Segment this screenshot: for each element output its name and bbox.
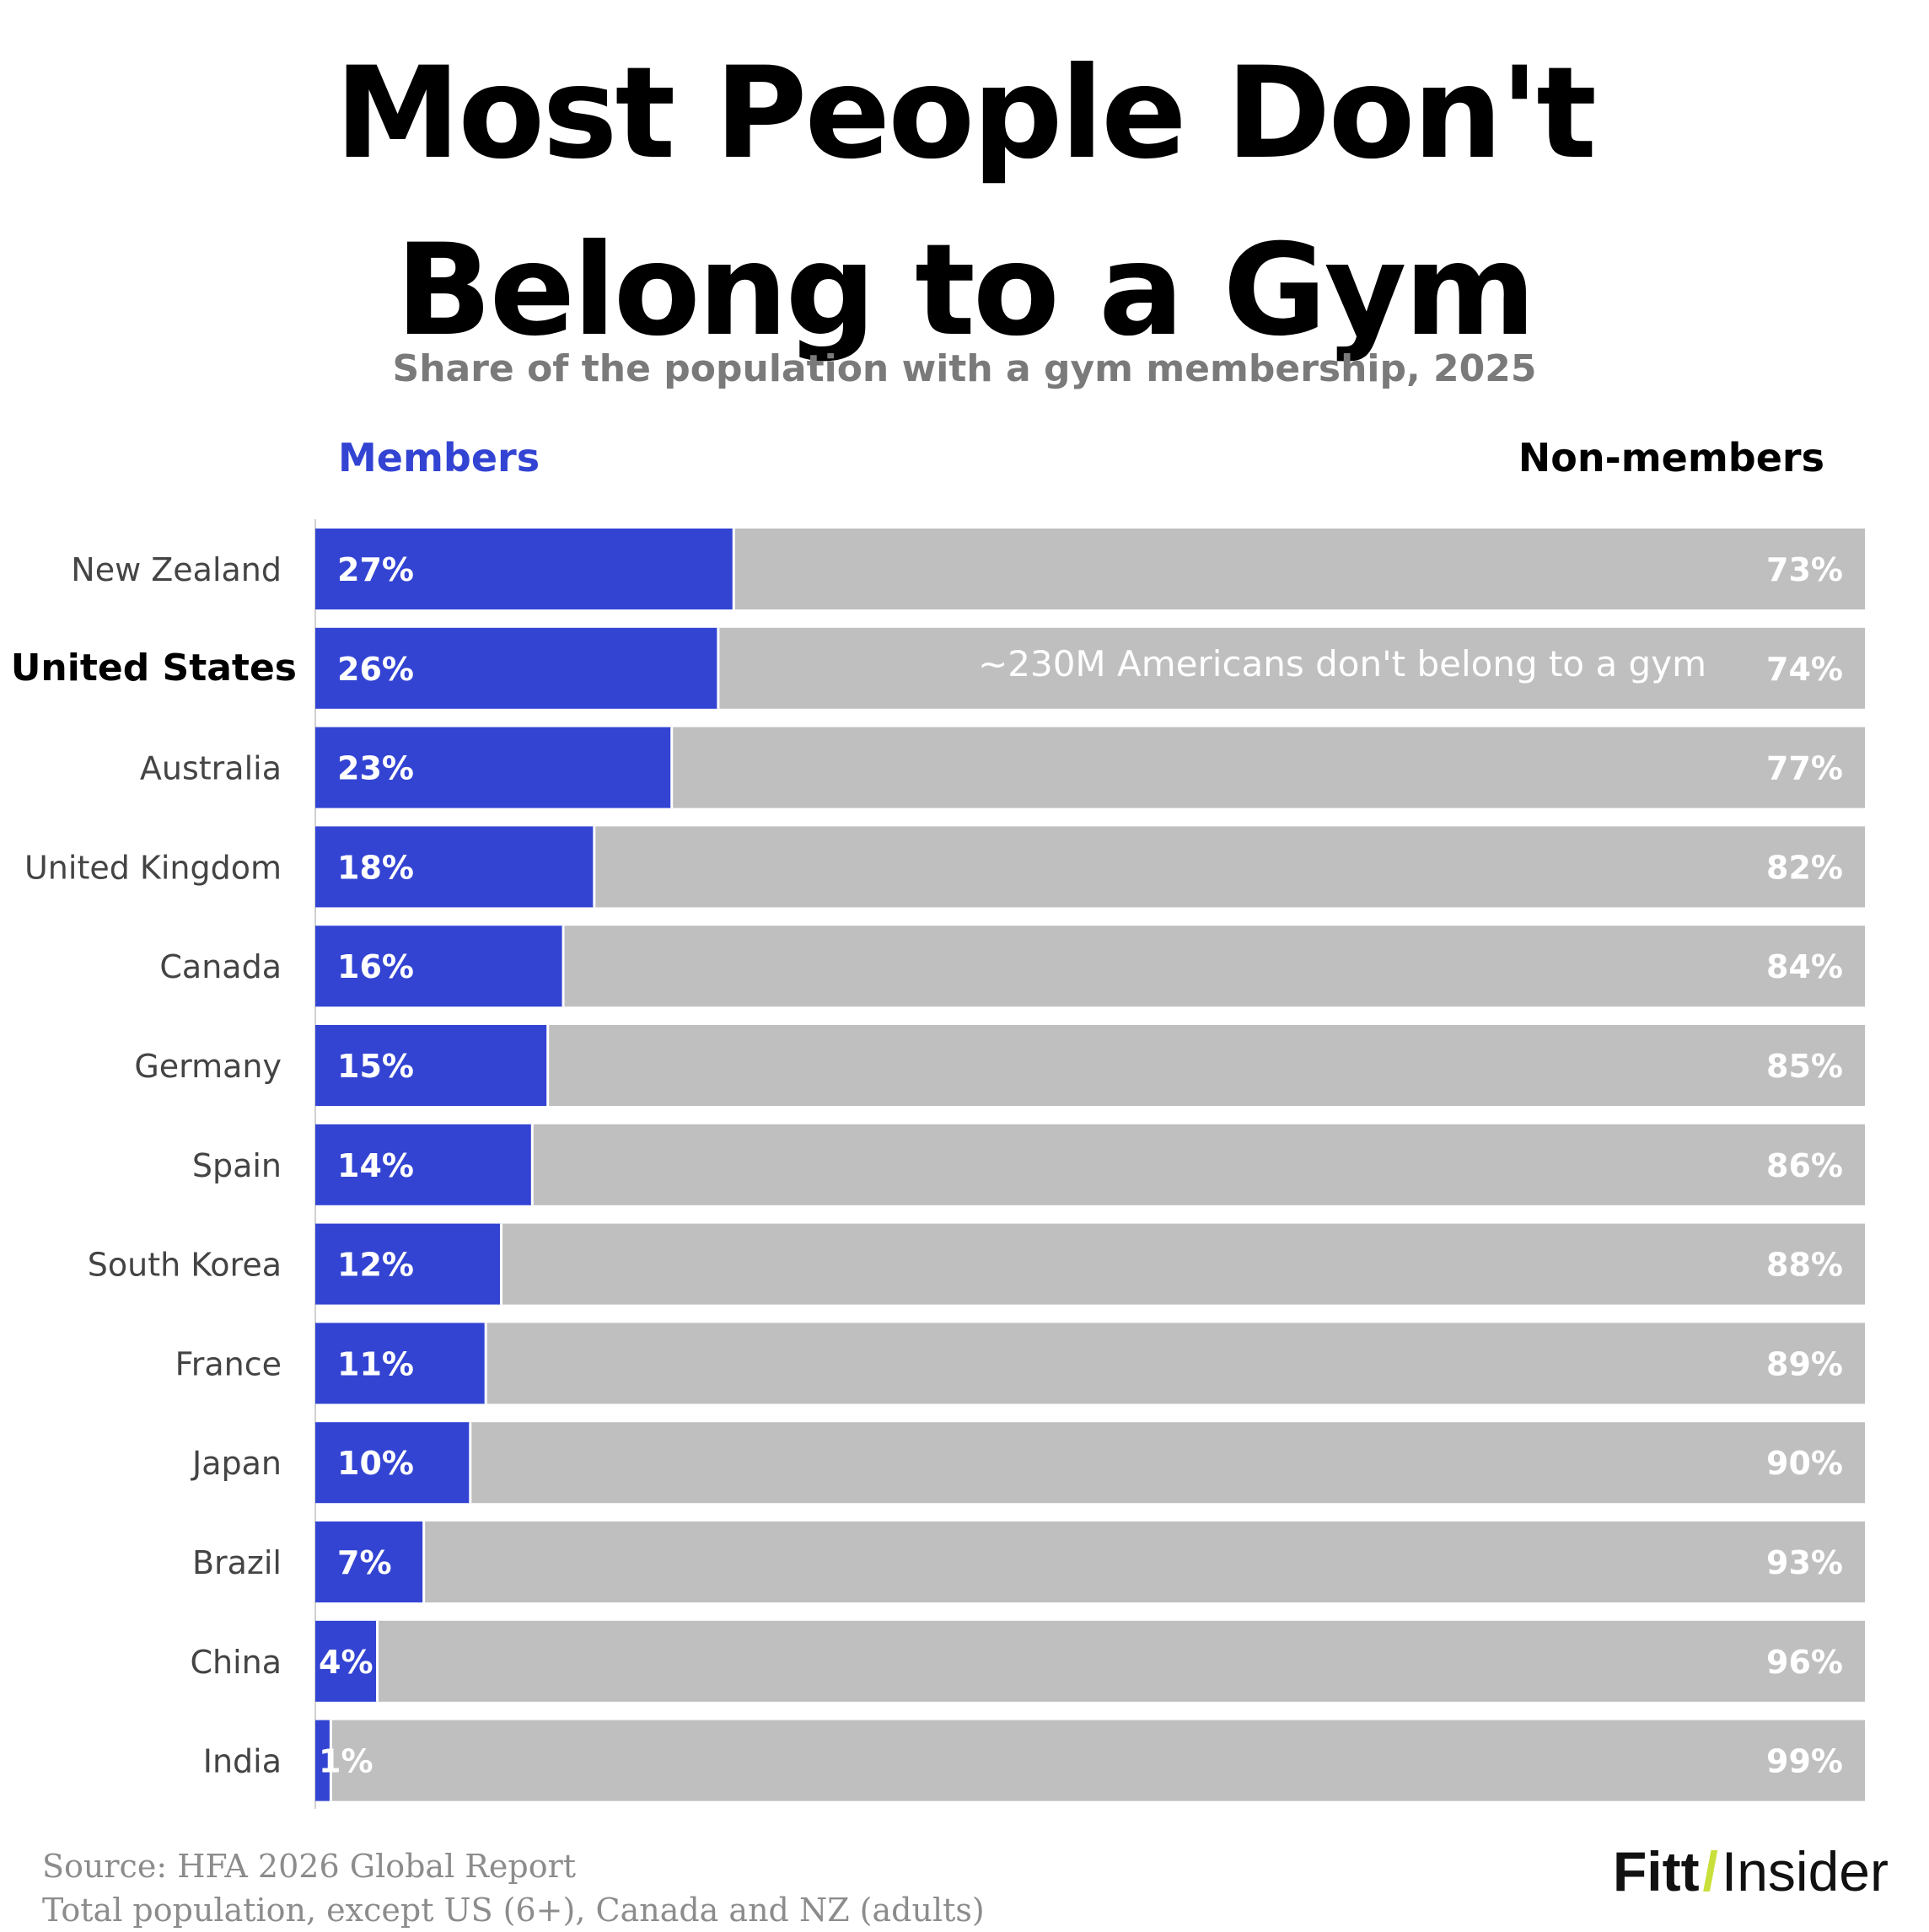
non-members-value-label-united-states: 74% [1766, 651, 1843, 688]
non-members-value-label-brazil: 93% [1766, 1544, 1843, 1581]
source-note: Source: HFA 2026 Global Report Total pop… [42, 1844, 985, 1932]
non-members-bar-south-korea [501, 1223, 1865, 1305]
members-bar-brazil [315, 1521, 424, 1602]
non-members-bar-india [330, 1720, 1865, 1801]
non-members-value-label-united-kingdom: 82% [1766, 849, 1843, 886]
members-bar-germany [315, 1025, 548, 1106]
members-value-label-canada: 16% [337, 948, 414, 985]
category-label-germany: Germany [134, 1048, 282, 1085]
bars-group: New Zealand 27% 73% United States 26% 74% Aust… [11, 529, 1866, 1801]
stacked-bar-chart: New Zealand 27% 73% United States 26% 74% Aust… [11, 519, 1866, 1809]
category-label-united-kingdom: United Kingdom [24, 849, 282, 886]
members-bar-spain [315, 1124, 533, 1205]
category-label-australia: Australia [140, 750, 282, 787]
category-label-south-korea: South Korea [88, 1247, 282, 1284]
non-members-bar-japan [470, 1422, 1865, 1504]
non-members-value-label-spain: 86% [1766, 1147, 1843, 1184]
category-label-india: India [203, 1743, 282, 1780]
title-line-2: Belong to a Gym [395, 217, 1536, 364]
non-members-bar-germany [547, 1025, 1866, 1106]
members-value-label-india: 1% [319, 1743, 373, 1780]
category-label-france: France [175, 1345, 282, 1382]
fitt-insider-logo: Fitt/Insider [1613, 1839, 1889, 1903]
logo-fitt: Fitt [1612, 1840, 1700, 1902]
members-bar-new-zealand [315, 529, 734, 609]
category-label-new-zealand: New Zealand [71, 551, 282, 588]
members-value-label-brazil: 7% [337, 1544, 392, 1581]
source-line-1: Source: HFA 2026 Global Report [42, 1848, 577, 1885]
logo-slash: / [1702, 1840, 1718, 1902]
chart-title: Most People Don't Belong to a Gym [0, 25, 1929, 379]
members-bar-united-states [315, 627, 718, 709]
non-members-bar-new-zealand [733, 529, 1865, 609]
members-bar-south-korea [315, 1223, 502, 1305]
category-label-spain: Spain [192, 1147, 282, 1184]
category-label-canada: Canada [159, 948, 282, 985]
members-bar-united-kingdom [315, 826, 594, 908]
members-bar-canada [315, 926, 564, 1007]
non-members-bar-france [486, 1323, 1866, 1404]
members-bar-australia [315, 727, 672, 808]
logo-insider: Insider [1721, 1840, 1889, 1902]
members-bar-china [315, 1620, 378, 1702]
non-members-bar-united-states [717, 627, 1865, 709]
non-members-value-label-japan: 90% [1766, 1445, 1843, 1482]
non-members-value-label-india: 99% [1766, 1743, 1843, 1780]
members-value-label-china: 4% [319, 1644, 373, 1681]
non-members-bar-brazil [423, 1521, 1865, 1602]
members-bar-japan [315, 1422, 470, 1504]
non-members-value-label-china: 96% [1766, 1644, 1843, 1681]
non-members-bar-australia [671, 727, 1865, 808]
members-value-label-new-zealand: 27% [337, 551, 414, 588]
title-line-1: Most People Don't [335, 40, 1597, 187]
non-members-value-label-new-zealand: 73% [1766, 551, 1843, 588]
category-label-united-states: United States [11, 647, 297, 690]
members-value-label-germany: 15% [337, 1048, 414, 1085]
members-value-label-japan: 10% [337, 1445, 414, 1482]
members-value-label-south-korea: 12% [337, 1247, 414, 1284]
members-value-label-france: 11% [337, 1345, 414, 1382]
members-value-label-australia: 23% [337, 750, 414, 787]
members-value-label-united-kingdom: 18% [337, 849, 414, 886]
source-line-2: Total population, except US (6+), Canada… [42, 1892, 985, 1929]
members-bar-india [315, 1720, 331, 1801]
non-members-value-label-france: 89% [1766, 1345, 1843, 1382]
us-annotation: ~230M Americans don't belong to a gym [978, 643, 1706, 684]
non-members-bar-spain [532, 1124, 1865, 1205]
non-members-value-label-australia: 77% [1766, 750, 1843, 787]
category-label-china: China [190, 1644, 282, 1681]
non-members-value-label-south-korea: 88% [1766, 1247, 1843, 1284]
members-value-label-spain: 14% [337, 1147, 414, 1184]
members-legend-label: Members [338, 435, 540, 480]
non-members-bar-united-kingdom [594, 826, 1865, 908]
non-members-value-label-germany: 85% [1766, 1048, 1843, 1085]
category-label-japan: Japan [191, 1445, 282, 1482]
chart-subtitle: Share of the population with a gym membe… [392, 347, 1537, 390]
members-bar-france [315, 1323, 486, 1404]
non-members-legend-label: Non-members [1518, 435, 1824, 480]
non-members-value-label-canada: 84% [1766, 948, 1843, 985]
members-value-label-united-states: 26% [337, 651, 414, 688]
non-members-bar-china [377, 1620, 1865, 1702]
category-label-brazil: Brazil [192, 1544, 282, 1581]
non-members-bar-canada [563, 926, 1865, 1007]
